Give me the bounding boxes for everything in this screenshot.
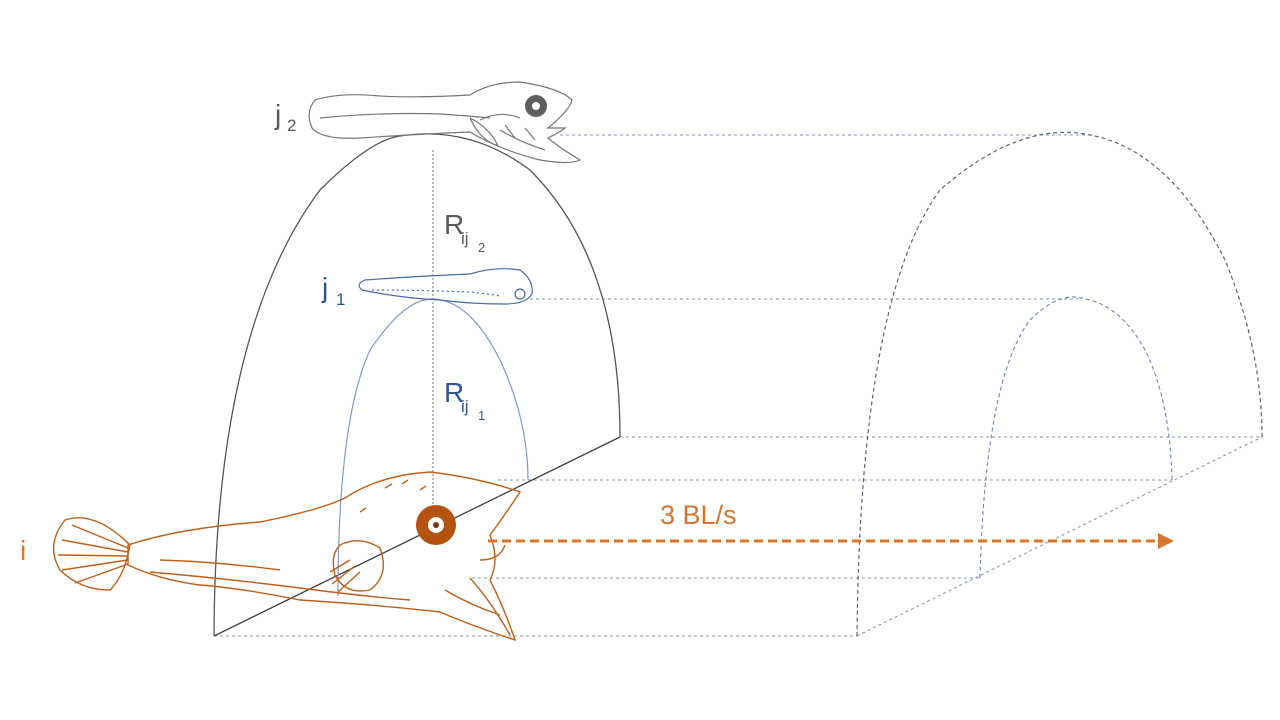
rear-outer-arch xyxy=(856,131,1263,637)
near-fish-illustration xyxy=(358,268,533,305)
radius-near-label-main: R xyxy=(444,377,464,408)
near-fish-eye xyxy=(514,288,526,300)
focal-fish-belly xyxy=(149,559,411,601)
front-diagonal-edge xyxy=(213,436,621,637)
near-fish-body xyxy=(358,268,533,305)
near-fish-gut xyxy=(371,289,501,297)
far-fish-label-main: j xyxy=(274,99,281,130)
focal-fish-gill xyxy=(332,540,384,592)
radius-near-label-subsub: 1 xyxy=(478,408,485,423)
far-fish-pupil xyxy=(532,102,540,110)
focal-fish-body xyxy=(127,471,522,642)
speed-label: 3 BL/s xyxy=(660,500,737,530)
focal-fish-pupil-center xyxy=(433,522,439,528)
far-fish-fin xyxy=(469,117,500,148)
far-fish-jaw xyxy=(479,113,546,151)
far-fish-spine xyxy=(319,112,491,119)
rear-inner-arch xyxy=(979,296,1173,579)
near-fish-label-sub: 1 xyxy=(336,290,345,309)
focal-fish-pectoral xyxy=(329,559,361,593)
near-fish-label: j 1 xyxy=(321,272,345,309)
focal-fish-head-marks xyxy=(359,479,427,513)
far-fish-label: j 2 xyxy=(274,99,296,135)
tunnel-box-outline xyxy=(214,134,1263,637)
focal-fish-illustration xyxy=(52,471,522,642)
focal-fish-tail-rays xyxy=(57,524,129,584)
radius-far-label-main: R xyxy=(444,209,464,240)
radius-far-label: R ij 2 xyxy=(444,209,485,255)
far-fish-illustration xyxy=(308,81,582,164)
radius-far-label-sub: ij xyxy=(461,229,469,248)
front-outer-arch xyxy=(213,133,621,637)
focal-fish-label: i xyxy=(20,535,26,566)
radius-far-label-subsub: 2 xyxy=(478,240,485,255)
far-fish-label-sub: 2 xyxy=(287,116,296,135)
radius-near-label-sub: ij xyxy=(461,397,469,416)
far-fish-body xyxy=(308,81,582,164)
focal-fish-jaw xyxy=(444,544,511,636)
radius-near-label: R ij 1 xyxy=(444,377,485,423)
box-right-diagonal xyxy=(856,436,1263,637)
near-fish-label-main: j xyxy=(321,272,328,303)
speed-arrow-head xyxy=(1158,533,1174,549)
focal-fish-tail-fin xyxy=(52,517,131,591)
